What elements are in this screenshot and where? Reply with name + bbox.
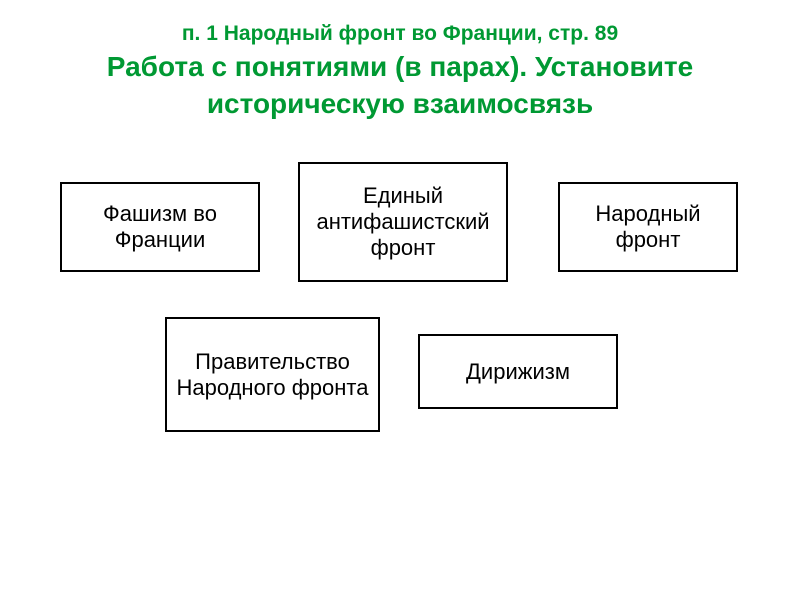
title-main-line1: Работа с понятиями (в парах). Установите [40, 49, 760, 85]
concept-label: Народный фронт [568, 201, 728, 253]
concept-box-popular-front: Народный фронт [558, 182, 738, 272]
slide-header: п. 1 Народный фронт во Франции, стр. 89 … [0, 0, 800, 122]
concept-box-popular-front-government: Правительство Народного фронта [165, 317, 380, 432]
concept-box-fascism: Фашизм во Франции [60, 182, 260, 272]
title-main-line2: историческую взаимосвязь [40, 86, 760, 122]
concept-label: Дирижизм [466, 359, 570, 385]
concept-box-antifascist-front: Единый антифашистский фронт [298, 162, 508, 282]
concept-label: Фашизм во Франции [70, 201, 250, 253]
title-subtitle: п. 1 Народный фронт во Франции, стр. 89 [40, 20, 760, 47]
concept-box-dirigisme: Дирижизм [418, 334, 618, 409]
concept-label: Правительство Народного фронта [175, 349, 370, 401]
concept-label: Единый антифашистский фронт [308, 183, 498, 261]
